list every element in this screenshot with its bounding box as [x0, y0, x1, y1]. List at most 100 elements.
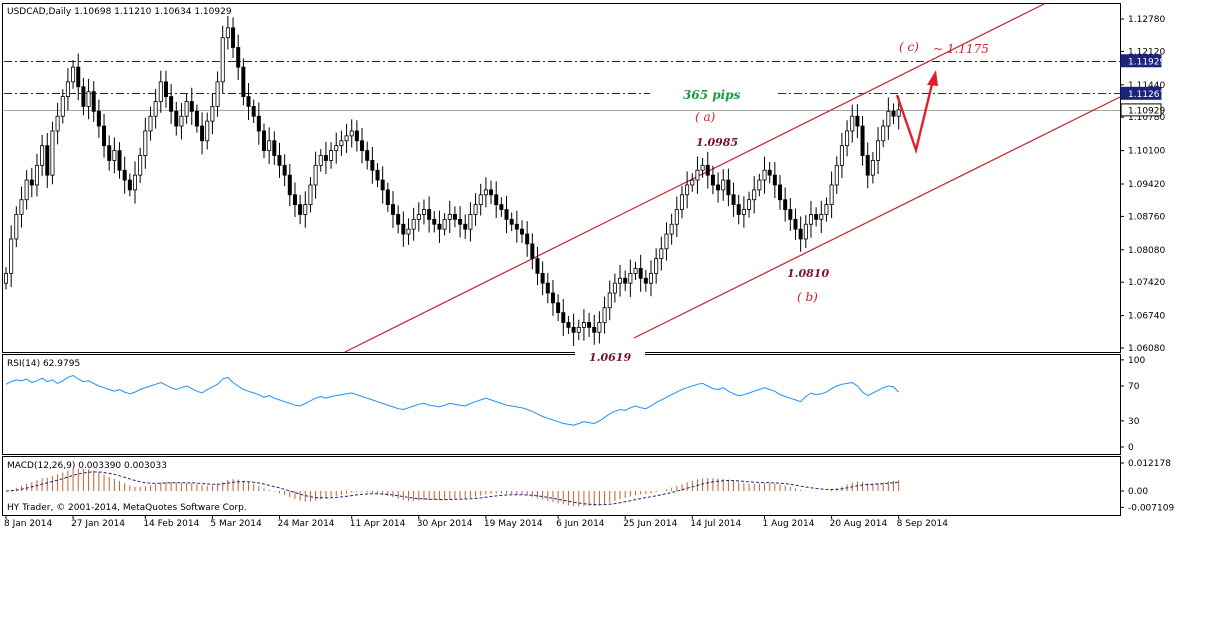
channel-upper-line: [344, 3, 1045, 353]
date-tick-label: 5 Mar 2014: [210, 519, 262, 529]
candle: [14, 206, 19, 248]
candle: [494, 181, 499, 219]
wave-b-price: 1.0810: [787, 267, 829, 280]
candle: [674, 196, 679, 238]
candle: [303, 191, 308, 228]
price-badge-label: 1.11267: [1128, 90, 1165, 100]
date-tick-label: 25 Jun 2014: [623, 519, 677, 529]
candle: [184, 93, 189, 124]
candle: [60, 89, 65, 124]
candle: [525, 221, 530, 257]
date-tick-label: 14 Jul 2014: [690, 519, 741, 529]
candle: [654, 248, 659, 284]
candle: [86, 78, 91, 120]
candle: [416, 202, 421, 232]
candle: [834, 156, 839, 194]
candle: [633, 261, 638, 280]
price-tick-label: 1.12120: [1128, 47, 1165, 57]
candle: [344, 123, 349, 153]
candle: [360, 127, 365, 164]
target-label: ~ 1.1175: [933, 42, 989, 56]
candle: [421, 199, 426, 225]
candle: [597, 311, 602, 344]
candle: [272, 131, 277, 165]
candle: [174, 101, 179, 136]
wave-a-label: ( a): [695, 110, 716, 124]
candle: [783, 187, 788, 222]
price-badge-label: 1.10929: [1128, 106, 1165, 116]
candle: [747, 191, 752, 218]
candle: [127, 173, 132, 197]
price-tick-label: 1.11440: [1128, 81, 1165, 91]
candle: [808, 200, 813, 238]
candle: [122, 156, 127, 194]
candle: [427, 196, 432, 233]
candle: [881, 119, 886, 148]
price-tick-label: 1.12780: [1128, 15, 1165, 25]
candle: [468, 202, 473, 242]
price-tick-label: 1.06740: [1128, 312, 1165, 322]
candle: [690, 173, 695, 192]
candle: [200, 112, 205, 155]
candle: [757, 173, 762, 197]
candle: [705, 151, 710, 189]
candle: [19, 186, 24, 228]
candle: [839, 132, 844, 179]
candle: [710, 165, 715, 195]
candle: [432, 211, 437, 233]
price-badge: 1.10929: [1120, 103, 1165, 117]
wave-c-label: ( c): [899, 40, 919, 54]
wave-a-price: 1.0985: [696, 136, 738, 149]
wave-b-label: ( b): [797, 290, 818, 304]
macd-tick-label: 0.012178: [1128, 459, 1171, 469]
candle: [375, 163, 380, 188]
forecast-path: [895, 79, 935, 155]
candle: [256, 102, 261, 145]
candle: [143, 117, 148, 169]
candle: [71, 60, 76, 89]
candle: [504, 195, 509, 234]
candle: [132, 161, 137, 204]
candle: [329, 142, 334, 169]
candle: [261, 123, 266, 159]
candle: [566, 315, 571, 334]
candle: [876, 127, 881, 175]
forecast-arrowhead: [927, 70, 938, 86]
candle: [473, 193, 478, 226]
candle: [45, 133, 50, 188]
candle: [40, 134, 45, 177]
candle: [602, 296, 607, 334]
candle: [189, 87, 194, 126]
candle: [292, 182, 297, 217]
candle: [179, 102, 184, 140]
candle: [762, 156, 767, 194]
price-badge: 1.11929: [1120, 54, 1165, 68]
candle: [76, 53, 81, 101]
candle: [685, 171, 690, 209]
rsi-tick-label: 100: [1128, 356, 1145, 366]
candle: [241, 58, 246, 106]
candle: [298, 194, 303, 225]
rsi-panel-frame: [2, 354, 1121, 455]
candle: [24, 170, 29, 210]
candle: [318, 149, 323, 172]
candle: [246, 83, 251, 120]
candle: [561, 299, 566, 337]
date-tick-label: 19 May 2014: [484, 519, 543, 529]
candle: [483, 177, 488, 208]
candle: [752, 176, 757, 214]
candle: [308, 177, 313, 213]
candle: [788, 197, 793, 231]
candle: [845, 120, 850, 157]
candle: [267, 127, 272, 164]
pips-label: 365 pips: [683, 88, 741, 102]
low-price: 1.0619: [589, 351, 631, 364]
candle: [463, 214, 468, 240]
candle: [669, 213, 674, 245]
macd-tick-label: 0.00: [1128, 487, 1148, 497]
candle: [447, 200, 452, 234]
price-tick-label: 1.08760: [1128, 212, 1165, 222]
candle: [339, 130, 344, 156]
price-tick-label: 1.08080: [1128, 246, 1165, 256]
